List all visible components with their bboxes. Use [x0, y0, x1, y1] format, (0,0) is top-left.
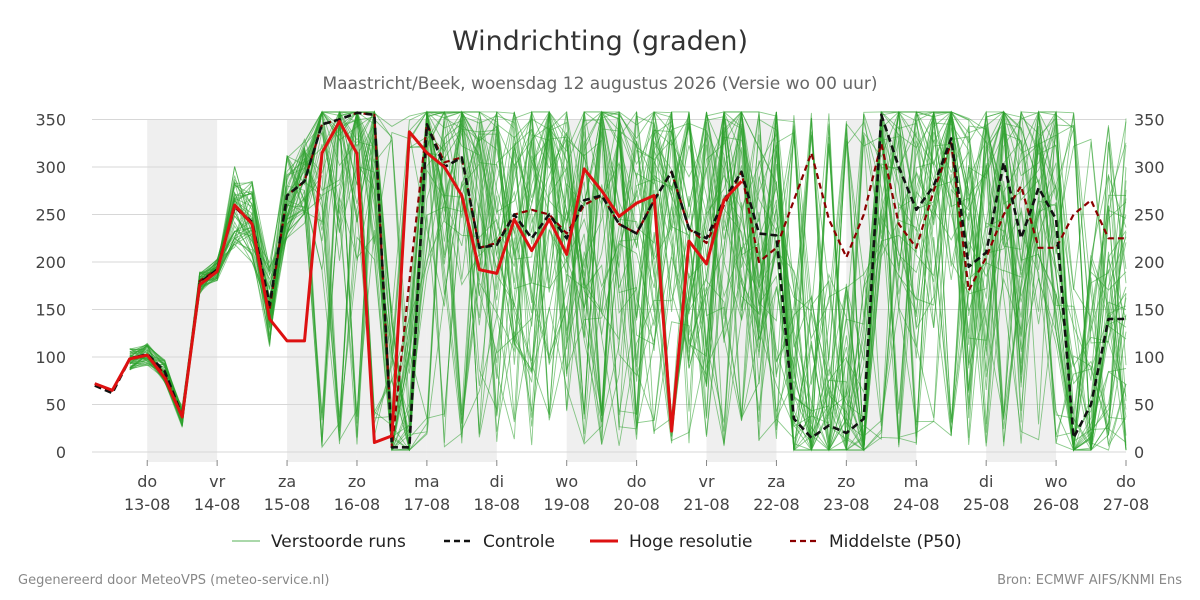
- x-tick-weekday-20-08: do: [627, 472, 647, 491]
- legend-label-high-res: Hoge resolutie: [629, 532, 753, 552]
- x-tick-weekday-18-08: di: [489, 472, 504, 491]
- x-tick-date-17-08: 17-08: [404, 495, 451, 514]
- x-tick-weekday-25-08: di: [979, 472, 994, 491]
- x-tick-weekday-23-08: zo: [837, 472, 855, 491]
- y-tick-right-300: 300: [1134, 158, 1165, 177]
- ensemble-run-27: [129, 110, 1127, 452]
- x-tick-weekday-27-08: do: [1116, 472, 1136, 491]
- ensemble-run-46: [129, 110, 1127, 452]
- y-axis-right: 0 50 100 150 200 250 300 350: [1134, 111, 1165, 463]
- ensemble-run-24: [129, 111, 1127, 452]
- y-tick-right-50: 50: [1134, 396, 1154, 415]
- x-tick-weekday-19-08: wo: [555, 472, 578, 491]
- y-tick-right-100: 100: [1134, 348, 1165, 367]
- x-tick-date-16-08: 16-08: [334, 495, 381, 514]
- x-tick-date-27-08: 27-08: [1103, 495, 1150, 514]
- footer-source: Bron: ECMWF AIFS/KNMI Ens: [997, 573, 1182, 588]
- chart-subtitle: Maastricht/Beek, woensdag 12 augustus 20…: [322, 74, 877, 94]
- ensemble-run-31: [129, 111, 1127, 451]
- y-tick-left-150: 150: [35, 301, 66, 320]
- y-tick-left-100: 100: [35, 348, 66, 367]
- y-tick-right-200: 200: [1134, 253, 1165, 272]
- x-tick-date-24-08: 24-08: [893, 495, 940, 514]
- y-tick-left-350: 350: [35, 111, 66, 130]
- x-tick-weekday-24-08: ma: [904, 472, 929, 491]
- ensemble-run-43: [129, 110, 1127, 451]
- legend-label-ensemble: Verstoorde runs: [271, 532, 406, 552]
- y-tick-left-250: 250: [35, 206, 66, 225]
- x-tick-weekday-26-08: wo: [1045, 472, 1068, 491]
- series-controle: [94, 111, 1126, 449]
- x-tick-date-13-08: 13-08: [124, 495, 171, 514]
- x-tick-weekday-22-08: za: [767, 472, 785, 491]
- x-tick-date-14-08: 14-08: [194, 495, 241, 514]
- ensemble-run-33: [129, 110, 1127, 452]
- x-tick-date-19-08: 19-08: [543, 495, 590, 514]
- y-tick-right-150: 150: [1134, 301, 1165, 320]
- main-series: [94, 111, 1126, 449]
- y-tick-right-250: 250: [1134, 206, 1165, 225]
- x-axis: do 13-08 vr 14-08 za 15-08 zo 16-08 ma 17-08 di 18-…: [124, 460, 1149, 514]
- y-tick-left-50: 50: [46, 396, 66, 415]
- legend: Verstoorde runs Controle Hoge resolutie …: [232, 532, 962, 552]
- footer-generated-by: Gegenereerd door MeteoVPS (meteo-service…: [18, 573, 329, 588]
- x-tick-date-21-08: 21-08: [683, 495, 730, 514]
- ensemble-run-42: [129, 110, 1127, 451]
- y-tick-right-350: 350: [1134, 111, 1165, 130]
- x-tick-weekday-14-08: vr: [209, 472, 225, 491]
- y-tick-right-0: 0: [1134, 443, 1144, 462]
- y-tick-left-200: 200: [35, 253, 66, 272]
- ensemble-run-48: [129, 110, 1127, 451]
- x-tick-date-26-08: 26-08: [1033, 495, 1080, 514]
- x-tick-date-23-08: 23-08: [823, 495, 870, 514]
- y-tick-left-0: 0: [56, 443, 66, 462]
- series-hoge-resolutie: [94, 119, 743, 444]
- x-tick-weekday-16-08: zo: [348, 472, 366, 491]
- x-tick-weekday-13-08: do: [137, 472, 157, 491]
- chart-title: Windrichting (graden): [452, 26, 748, 57]
- x-tick-date-25-08: 25-08: [963, 495, 1010, 514]
- x-tick-date-18-08: 18-08: [474, 495, 521, 514]
- legend-label-control: Controle: [483, 532, 555, 552]
- y-axis-left: 0 50 100 150 200 250 300 350: [35, 111, 66, 463]
- x-tick-date-22-08: 22-08: [753, 495, 800, 514]
- x-tick-weekday-15-08: za: [278, 472, 296, 491]
- x-tick-weekday-21-08: vr: [699, 472, 715, 491]
- ensemble-run-0: [129, 111, 1127, 451]
- legend-label-median: Middelste (P50): [829, 532, 962, 552]
- x-tick-weekday-17-08: ma: [414, 472, 439, 491]
- x-tick-date-20-08: 20-08: [613, 495, 660, 514]
- y-tick-left-300: 300: [35, 158, 66, 177]
- x-tick-date-15-08: 15-08: [264, 495, 311, 514]
